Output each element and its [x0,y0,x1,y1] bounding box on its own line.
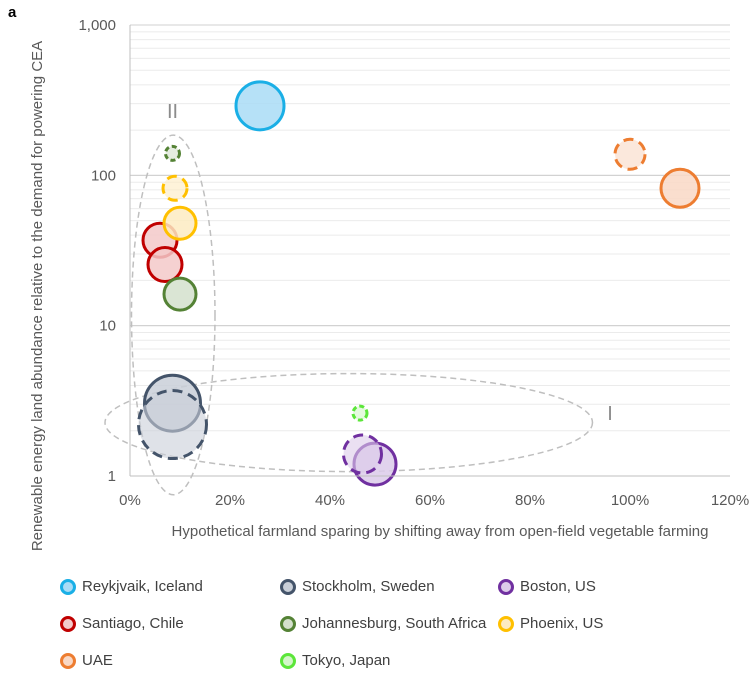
legend-label: Santiago, Chile [82,615,184,632]
data-point [613,137,647,171]
data-point [164,144,181,162]
legend-swatch [60,615,76,632]
data-point [342,433,383,475]
legend-label: Stockholm, Sweden [302,578,435,595]
legend-swatch [280,615,296,632]
group-annotation-label: II [167,101,178,123]
legend-swatch [498,615,514,632]
group-ii-ellipse [130,134,216,496]
data-point [234,80,286,132]
y-tick-label: 1 [108,468,116,485]
x-axis-label: Hypothetical farmland sparing by shiftin… [172,523,709,540]
y-axis-label: Renewable energy land abundance relative… [29,41,46,551]
x-tick-label: 60% [415,492,445,509]
y-tick-label: 1,000 [78,17,116,34]
legend-label: Reykjvaik, Iceland [82,578,203,595]
legend-swatch [280,652,296,669]
legend-label: Johannesburg, South Africa [302,615,487,632]
legend-item: Johannesburg, South Africa [280,615,486,632]
legend-label: Boston, US [520,578,596,595]
x-tick-label: 100% [611,492,649,509]
legend-swatch [280,578,296,595]
legend-item: Phoenix, US [498,615,603,632]
legend-swatch [60,652,76,669]
data-point [161,174,189,202]
data-point [146,246,184,284]
x-tick-label: 80% [515,492,545,509]
group-i-ellipse [104,372,594,473]
data-point [162,276,198,312]
y-tick-label: 10 [99,318,116,335]
x-tick-label: 120% [711,492,749,509]
legend-swatch [60,578,76,595]
legend-item: Santiago, Chile [60,615,184,632]
panel-label: a [8,4,17,21]
x-tick-label: 40% [315,492,345,509]
y-tick-label: 100 [91,167,116,184]
legend-item: Boston, US [498,578,596,595]
data-point [659,167,701,209]
legend-swatch [498,578,514,595]
legend-item: Stockholm, Sweden [280,578,435,595]
legend-label: UAE [82,652,113,669]
data-point [351,404,369,422]
group-annotation-label: I [607,403,613,425]
x-tick-label: 20% [215,492,245,509]
legend-item: Tokyo, Japan [280,652,390,669]
legend-item: Reykjvaik, Iceland [60,578,203,595]
legend-label: Phoenix, US [520,615,604,632]
legend-item: UAE [60,652,113,669]
legend-label: Tokyo, Japan [302,652,391,669]
x-tick-label: 0% [119,492,141,509]
data-point [137,389,208,461]
data-point [162,205,198,241]
